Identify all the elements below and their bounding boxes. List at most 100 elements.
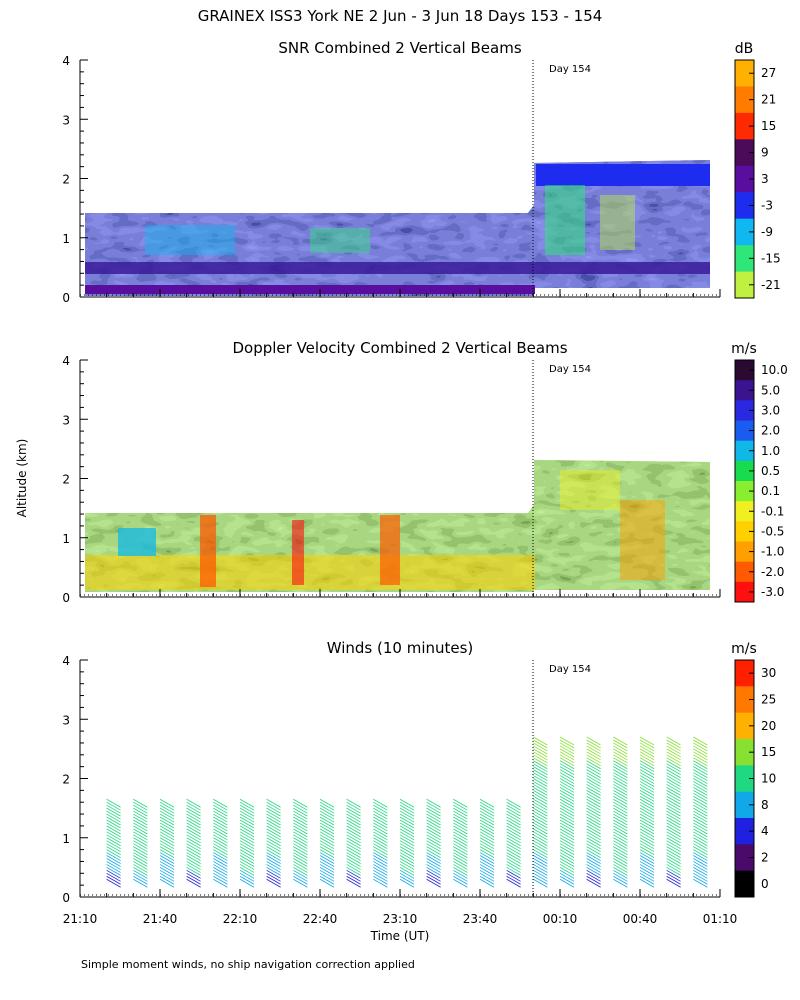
wind-barb — [533, 804, 548, 814]
wind-barb — [266, 869, 281, 879]
wind-barb — [479, 855, 495, 864]
wind-profile — [506, 798, 521, 888]
velocity-colorbar-label: -0.5 — [761, 524, 784, 538]
wind-barb — [453, 852, 468, 861]
wind-barb — [373, 807, 388, 817]
wind-barb — [186, 878, 201, 888]
wind-barb — [346, 875, 361, 885]
winds-ytick-label: 3 — [62, 713, 70, 727]
wind-barb — [666, 813, 681, 823]
wind-barb — [639, 804, 655, 814]
wind-barb — [613, 757, 628, 767]
winds-colorbar-label: 15 — [761, 745, 776, 759]
wind-barb — [666, 855, 681, 864]
wind-barb — [213, 816, 228, 826]
wind-barb — [666, 787, 681, 796]
velocity-colorbar-label: 10.0 — [761, 363, 788, 377]
wind-barb — [133, 834, 148, 844]
wind-barb — [533, 867, 548, 876]
wind-barb — [159, 810, 175, 820]
wind-barb — [266, 822, 281, 832]
wind-barb — [426, 855, 441, 864]
snr-colorbar-label: -15 — [761, 251, 781, 265]
wind-barb — [506, 837, 521, 847]
wind-barb — [293, 834, 308, 844]
wind-barb — [613, 864, 628, 873]
wind-barb — [453, 819, 468, 829]
wind-barb — [266, 864, 281, 873]
wind-barb — [453, 867, 468, 876]
velocity-colorbar: 10.0 5.0 3.0 2.0 1.0 0.5 0.1 -0.1 -0.5 -1.0 -2.0 -3… — [734, 359, 788, 603]
wind-barb — [186, 828, 201, 838]
wind-barb — [693, 751, 708, 761]
wind-profile — [133, 798, 148, 888]
wind-barb — [373, 858, 388, 867]
wind-barb — [346, 843, 361, 853]
wind-barb — [666, 837, 681, 847]
wind-barb — [159, 864, 175, 873]
wind-barb — [426, 798, 441, 808]
wind-barb — [533, 742, 548, 752]
wind-barb — [693, 816, 708, 826]
wind-barb — [159, 822, 175, 832]
wind-barb — [453, 831, 468, 841]
wind-barb — [239, 864, 255, 873]
wind-barb — [639, 754, 655, 764]
wind-barb — [159, 872, 175, 882]
wind-barb — [293, 813, 308, 823]
wind-barb — [613, 790, 628, 799]
wind-barb — [266, 872, 281, 882]
wind-barb — [613, 846, 628, 855]
wind-barb — [399, 801, 415, 811]
wind-barb — [399, 875, 415, 885]
wind-barb — [133, 813, 148, 823]
wind-barb — [346, 807, 361, 817]
wind-barb — [586, 858, 601, 867]
wind-barb — [533, 807, 548, 817]
snr-colorbar-swatch — [735, 192, 754, 220]
wind-barb — [533, 784, 548, 793]
wind-barb — [319, 872, 335, 882]
wind-barb — [479, 804, 495, 814]
wind-barb — [159, 858, 175, 867]
wind-barb — [693, 801, 708, 811]
wind-barb — [186, 872, 201, 882]
wind-barb — [346, 822, 361, 832]
wind-barb — [693, 781, 708, 790]
wind-barb — [186, 843, 201, 853]
wind-barb — [586, 754, 601, 764]
wind-barb — [559, 745, 575, 755]
wind-barb — [666, 843, 681, 853]
wind-barb — [559, 748, 575, 758]
wind-barb — [266, 813, 281, 823]
wind-barb — [266, 828, 281, 838]
wind-barb — [346, 825, 361, 835]
wind-barb — [373, 804, 388, 814]
wind-barb — [533, 781, 548, 790]
wind-barb — [613, 861, 628, 870]
wind-barb — [319, 819, 335, 829]
wind-barb — [639, 795, 655, 805]
wind-barb — [586, 875, 601, 885]
wind-barb — [506, 798, 521, 808]
wind-barb — [559, 807, 575, 817]
wind-barb — [559, 825, 575, 835]
winds-colorbar-label: 2 — [761, 851, 769, 865]
wind-barb — [666, 781, 681, 790]
wind-barb — [613, 807, 628, 817]
wind-barb — [266, 807, 281, 817]
wind-barb — [213, 834, 228, 844]
wind-barb — [693, 742, 708, 752]
wind-barb — [266, 816, 281, 826]
wind-barb — [613, 843, 628, 853]
wind-barb — [693, 831, 708, 841]
x-axis-label: Time (UT) — [370, 929, 430, 943]
wind-barb — [213, 807, 228, 817]
wind-barb — [213, 875, 228, 885]
time-tick-labels: 21:10 21:40 22:10 22:40 23:10 23:40 00:10 00:40… — [63, 912, 738, 926]
wind-barb — [426, 810, 441, 820]
wind-barb — [293, 852, 308, 861]
wind-barb — [213, 819, 228, 829]
winds-colorbar-swatch — [735, 712, 754, 740]
wind-barb — [559, 801, 575, 811]
